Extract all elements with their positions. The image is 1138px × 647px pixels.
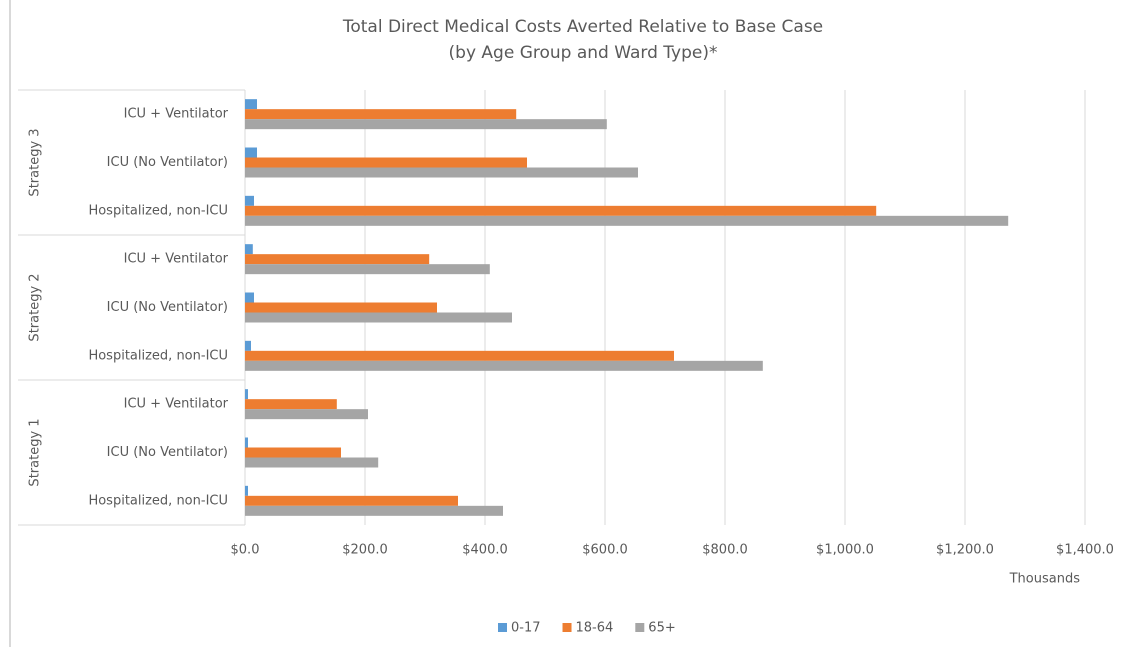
bar (245, 409, 368, 420)
y-tick-label: ICU + Ventilator (124, 107, 229, 122)
bar (245, 312, 512, 323)
legend-swatch (562, 623, 572, 632)
group-label: Strategy 3 (28, 128, 43, 196)
bar (245, 109, 517, 120)
bar (245, 302, 437, 313)
bar (245, 215, 1009, 226)
bar (245, 360, 763, 371)
bar (245, 254, 430, 265)
bar (245, 292, 254, 303)
bar (245, 389, 248, 400)
bar (245, 350, 674, 361)
y-tick-label: Hospitalized, non-ICU (88, 203, 228, 218)
chart-subtitle: (by Age Group and Ward Type)* (449, 43, 718, 63)
y-tick-label: Hospitalized, non-ICU (88, 493, 228, 508)
x-tick-label: $1,200.0 (936, 543, 994, 558)
legend-swatch (635, 623, 645, 632)
x-tick-label: $1,400.0 (1056, 543, 1114, 558)
bar (245, 340, 251, 351)
legend-label: 0-17 (511, 621, 541, 636)
y-tick-label: Hospitalized, non-ICU (88, 348, 228, 363)
y-tick-label: ICU (No Ventilator) (107, 155, 228, 170)
y-tick-label: ICU (No Ventilator) (107, 300, 228, 315)
y-tick-label: ICU + Ventilator (124, 252, 229, 267)
x-tick-label: $200.0 (342, 543, 388, 558)
bar (245, 99, 257, 110)
group-label: Strategy 2 (28, 273, 43, 341)
chart-title: Total Direct Medical Costs Averted Relat… (342, 17, 823, 37)
bar (245, 147, 257, 158)
x-tick-label: $400.0 (462, 543, 508, 558)
legend-label: 65+ (648, 621, 675, 636)
x-tick-label: $0.0 (231, 543, 260, 558)
x-tick-label: $800.0 (702, 543, 748, 558)
bar (245, 195, 254, 206)
x-tick-label: $600.0 (582, 543, 628, 558)
bar (245, 167, 638, 178)
bar (245, 119, 607, 130)
bar (245, 505, 503, 516)
bar (245, 157, 527, 168)
bar (245, 244, 253, 255)
legend-label: 18-64 (576, 621, 614, 636)
bar (245, 399, 337, 410)
y-tick-label: ICU (No Ventilator) (107, 445, 228, 460)
group-label: Strategy 1 (28, 418, 43, 486)
bar (245, 495, 458, 506)
bar (245, 205, 877, 216)
y-tick-label: ICU + Ventilator (124, 397, 229, 412)
legend-swatch (498, 623, 507, 632)
bar (245, 437, 248, 448)
bar (245, 447, 341, 458)
bar (245, 485, 248, 496)
x-tick-label: $1,000.0 (816, 543, 874, 558)
bar (245, 457, 379, 468)
x-axis-label: Thousands (1009, 572, 1081, 587)
bar (245, 264, 490, 275)
